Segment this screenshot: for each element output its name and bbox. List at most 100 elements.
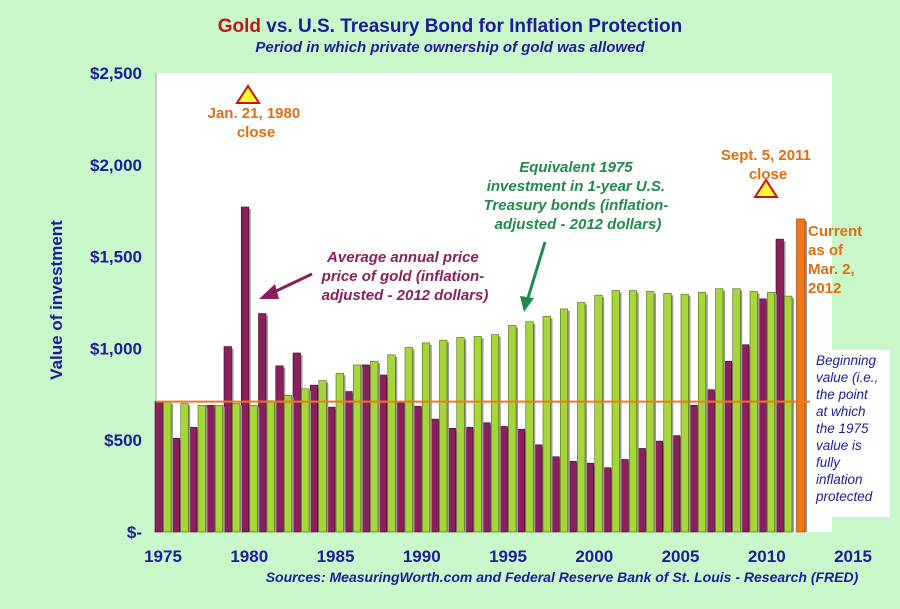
y-tick-label: $2,000 — [90, 156, 142, 175]
x-tick-label: 1975 — [144, 547, 182, 566]
bond-bar — [508, 325, 517, 533]
gold-bar — [361, 364, 370, 533]
gold-bar — [758, 298, 767, 533]
gold-bar — [706, 389, 715, 533]
jan1980-annotation: Jan. 21, 1980 close — [208, 105, 305, 141]
x-tick-label: 2005 — [662, 547, 700, 566]
gold-bar — [585, 462, 595, 533]
x-tick-labels: 1975 1980 1985 1990 1995 2000 2005 2010 2015 — [144, 547, 872, 566]
x-tick-label: 2000 — [575, 547, 613, 566]
bond-bar — [197, 405, 206, 533]
bond-bar — [646, 291, 655, 533]
bond-bar — [577, 302, 586, 533]
sources-note: Sources: MeasuringWorth.com and Federal … — [266, 569, 859, 585]
bond-bar — [611, 290, 620, 533]
bond-bar — [335, 372, 344, 533]
bond-bar — [456, 337, 465, 533]
bond-bar — [749, 291, 758, 533]
bond-bar — [663, 293, 672, 533]
gold-bar — [413, 405, 422, 533]
bond-bar — [594, 294, 603, 533]
current-annotation: Current as of Mar. 2, 2012 — [808, 223, 866, 297]
bond-bar — [214, 405, 224, 533]
bond-arrow-icon — [520, 296, 534, 312]
y-tick-label: $500 — [104, 431, 142, 450]
bond-bar — [439, 339, 448, 533]
gold-bar — [551, 456, 560, 533]
gold-bar — [637, 448, 646, 533]
gold-arrow-shaft — [271, 272, 313, 295]
baseline-note-box — [810, 350, 890, 517]
bond-bar — [490, 334, 500, 533]
bond-bar — [266, 400, 275, 533]
bond-bar — [732, 288, 741, 533]
bond-bar — [283, 394, 293, 533]
gold-bar — [620, 459, 629, 533]
chart-title: Gold vs. U.S. Treasury Bond for Inflatio… — [218, 16, 683, 37]
gold-bar — [275, 365, 284, 533]
y-tick-labels: $- $500 $1,000 $1,500 $2,000 $2,500 — [90, 64, 142, 542]
gold-bar — [516, 428, 526, 533]
bond-bar — [628, 290, 638, 533]
gold-bar — [258, 313, 267, 533]
y-tick-label: $2,500 — [90, 64, 142, 83]
gold-bar — [292, 352, 301, 533]
bond-bar — [473, 336, 482, 533]
gold-bar — [447, 427, 457, 533]
gold-series — [154, 206, 786, 533]
gold-bar — [775, 238, 784, 533]
baseline-note: Beginning value (i.e., the point at whic… — [815, 353, 882, 504]
x-tick-label: 2010 — [748, 547, 786, 566]
gold-bar — [534, 444, 543, 533]
bond-bar — [249, 405, 258, 533]
bond-bar — [232, 403, 241, 533]
gold-bar — [689, 405, 698, 533]
title-gold: Gold — [218, 16, 261, 37]
gold-bar — [396, 401, 405, 533]
gold-bar — [672, 435, 681, 533]
gold-bar — [189, 427, 198, 533]
gold-bar — [568, 461, 577, 533]
gold-bar — [327, 406, 336, 533]
bond-bar — [352, 364, 362, 533]
bond-series — [163, 288, 794, 533]
bond-bar — [697, 292, 707, 533]
gold-bar — [378, 374, 388, 533]
gold-bar — [465, 427, 474, 533]
title-rest: vs. U.S. Treasury Bond for Inflation Pro… — [261, 16, 682, 37]
gold-series-label: Average annual price price of gold (infl… — [321, 249, 489, 304]
y-axis-label: Value of investment — [47, 220, 66, 380]
bond-bar — [766, 292, 776, 533]
bond-bar — [421, 342, 431, 533]
gold-bar — [223, 346, 232, 533]
bond-bar — [163, 401, 172, 533]
gold-bar — [499, 426, 508, 533]
bond-bar — [715, 288, 724, 533]
bond-bar — [301, 388, 310, 533]
gold-bar — [482, 422, 491, 533]
gold-bar — [206, 405, 215, 533]
gold-bar — [344, 391, 353, 533]
chart-subtitle: Period in which private ownership of gol… — [255, 39, 645, 56]
jan1980-marker-icon — [235, 84, 261, 104]
bond-bar — [180, 403, 189, 533]
gold-bar — [741, 344, 750, 533]
current-bar — [796, 218, 806, 533]
gold-arrow-icon — [259, 284, 279, 299]
x-tick-label: 2015 — [834, 547, 872, 566]
bond-bar — [784, 295, 793, 533]
x-tick-label: 1995 — [489, 547, 527, 566]
bond-series-label: Equivalent 1975 investment in 1-year U.S… — [484, 159, 673, 233]
y-tick-label: $1,500 — [90, 248, 142, 267]
gold-bar — [430, 418, 439, 533]
gold-bar — [240, 206, 250, 533]
y-tick-label: $- — [127, 523, 142, 542]
bond-bar — [318, 380, 327, 533]
y-tick-label: $1,000 — [90, 339, 142, 358]
gold-bar — [723, 360, 733, 533]
bond-bar — [370, 360, 379, 533]
bond-bar — [525, 321, 534, 533]
sept2011-annotation: Sept. 5, 2011 close — [721, 147, 815, 183]
bond-bar — [404, 347, 413, 533]
current-series — [796, 218, 807, 533]
